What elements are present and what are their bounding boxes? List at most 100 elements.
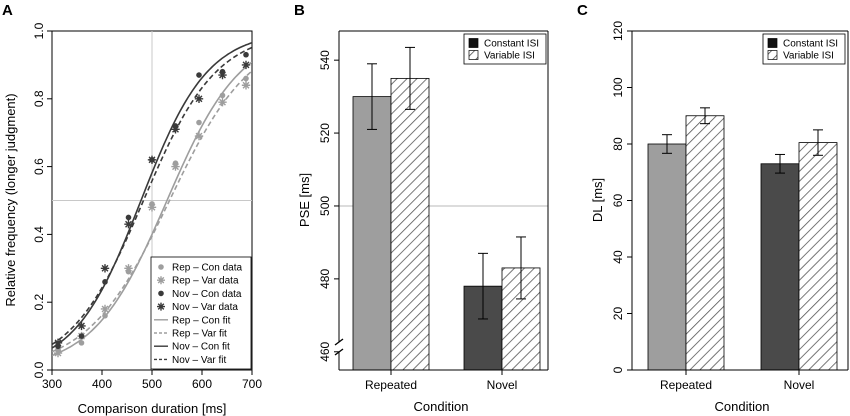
panel-a-legend-label-rep-var-data: Rep – Var data (172, 276, 239, 287)
panel-a-point-rep-var-data (124, 264, 133, 273)
panel-a-fit-rep-var-fit (52, 70, 252, 353)
panel-b-legend-swatch-variable-isi (468, 50, 479, 60)
panel-a-point-rep-con-data (196, 119, 202, 126)
panel-a-legend-label-rep-con-data: Rep – Con data (172, 263, 242, 274)
panel-a-x-axis-title: Comparison duration [ms] (78, 401, 227, 416)
panel-c-legend-swatch-constant-isi (767, 38, 778, 48)
panel-a-y-tick-label: 0.6 (32, 158, 46, 175)
panel-a-point-nov-var-data (194, 94, 204, 103)
panel-a-y-tick-label: 1.0 (32, 22, 46, 39)
panel-b-y-tick-label: 520 (318, 123, 332, 143)
panel-c-bar-repeated-constant-isi (647, 143, 687, 371)
panel-c-bar-novel-variable-isi (798, 142, 838, 371)
panel-c-bar-novel-constant-isi (760, 163, 800, 371)
panel-b-bar-repeated-constant-isi (352, 96, 392, 371)
panel-a-fit-nov-con-fit (52, 41, 252, 349)
panel-b-bars (352, 46, 541, 371)
panel-a-point-rep-con-data (78, 340, 85, 346)
panel-a-point-nov-var-data (147, 155, 157, 165)
panel-a-psychometric-plot: 300 400 500 600 700 0.0 0.2 0.4 0.6 0.8 1.0 Compar… (3, 22, 262, 416)
panel-b-y-axis-title: PSE [ms] (297, 173, 312, 227)
panel-c-y-axis-title: DL [ms] (590, 178, 605, 222)
panel-a-legend-marker-nov-var-data (157, 302, 165, 311)
panel-c-x-tick-label-novel: Novel (784, 378, 815, 392)
panel-a-legend-marker-rep-con-data (158, 264, 164, 270)
panel-letter-c: C (577, 2, 588, 19)
panel-c-error-bar-novel-variable-isi (813, 129, 823, 156)
panel-a-point-nov-var-data (77, 321, 86, 331)
panel-a-point-rep-var-data (171, 162, 180, 171)
panel-a-legend: Rep – Con data Rep – Var data Nov – Con da… (150, 256, 252, 370)
panel-a-point-rep-con-data (243, 75, 249, 82)
panel-c-bar-repeated-variable-isi (685, 115, 725, 371)
panel-a-point-nov-var-data (100, 264, 110, 273)
panel-b-y-tick-label: 540 (318, 50, 332, 70)
panel-a-point-nov-var-data (241, 60, 251, 70)
panel-a-fit-nov-var-fit (52, 46, 252, 346)
panel-a-point-rep-con-data (219, 92, 226, 99)
panel-c-bars (647, 107, 838, 371)
panel-a-point-nov-var-data (124, 220, 133, 229)
panel-a-point-nov-var-data (218, 70, 227, 80)
panel-a-y-tick-label: 0.0 (32, 361, 46, 378)
panel-a-axes: 300 400 500 600 700 0.0 0.2 0.4 0.6 0.8 1.0 (32, 22, 262, 391)
panel-c-legend-label-variable-isi: Variable ISI (783, 51, 834, 62)
panel-a-x-tick-label: 300 (42, 377, 62, 391)
panel-a-point-rep-var-data (218, 97, 227, 107)
panel-b-bar-repeated-variable-isi (390, 77, 430, 371)
panel-a-y-tick-label: 0.8 (32, 90, 46, 107)
panel-a-point-rep-con-data (102, 312, 108, 319)
panel-a-point-nov-var-data (53, 338, 63, 348)
panel-b-x-axis-title: Condition (414, 399, 469, 414)
panel-b-x-tick-label-novel: Novel (487, 378, 518, 392)
panel-b-legend-swatch-constant-isi (468, 38, 479, 48)
panel-a-x-tick-label: 600 (192, 377, 212, 391)
panel-a-x-tick-label: 500 (142, 377, 162, 391)
panel-c-y-tick-label: 0 (611, 366, 625, 373)
panel-a-point-rep-var-data (53, 348, 63, 358)
panel-b-legend-label-variable-isi: Variable ISI (484, 51, 535, 62)
panel-a-legend-marker-nov-con-data (158, 290, 164, 297)
panel-letter-a: A (2, 2, 13, 19)
panel-a-x-tick-label: 700 (242, 377, 262, 391)
panel-a-y-tick-label: 0.2 (32, 294, 46, 311)
panel-b-error-bar-repeated-constant-isi (367, 63, 377, 130)
panel-a-legend-label-nov-con-fit: Nov – Con fit (172, 342, 230, 353)
panel-a-point-rep-var-data (147, 203, 157, 212)
panel-b-error-bar-novel-constant-isi (478, 252, 488, 320)
panel-c-dl-bar-chart: Repeated Novel 0 20 40 60 80 100 120 Condition D… (590, 21, 849, 414)
panel-c-y-tick-label: 40 (611, 250, 625, 264)
panel-a-y-axis-title: Relative frequency (longer judgment) (3, 93, 18, 306)
panel-a-data-points (53, 51, 251, 358)
panel-c-error-bar-repeated-constant-isi (662, 134, 672, 154)
panel-a-legend-label-nov-con-data: Nov – Con data (172, 289, 242, 300)
panel-a-point-nov-con-data (243, 51, 249, 58)
panel-a-legend-box (150, 256, 252, 370)
panel-b-legend-label-constant-isi: Constant ISI (484, 39, 539, 50)
panel-a-point-rep-var-data (100, 304, 110, 314)
panel-c-y-tick-label: 80 (611, 137, 625, 151)
panel-a-point-nov-con-data (196, 72, 202, 78)
panel-c-y-tick-label: 20 (611, 307, 625, 321)
panel-a-point-nov-con-data (102, 279, 108, 285)
panel-a-point-nov-con-data (78, 333, 85, 339)
panel-a-legend-marker-rep-var-data (157, 276, 165, 285)
panel-a-legend-label-nov-var-fit: Nov – Var fit (172, 355, 226, 366)
panel-a-y-tick-label: 0.4 (32, 226, 46, 243)
panel-c-legend-label-constant-isi: Constant ISI (783, 39, 838, 50)
panel-b-y-tick-label: 480 (318, 269, 332, 289)
panel-c-y-tick-label: 60 (611, 194, 625, 208)
panel-c-y-tick-label: 120 (611, 21, 625, 41)
panel-b-error-bar-repeated-variable-isi (405, 46, 415, 110)
panel-a-legend-label-nov-var-data: Nov – Var data (172, 302, 238, 313)
panel-letter-b: B (294, 2, 305, 19)
panel-b-y-tick-label: 460 (318, 341, 332, 361)
panel-c-error-bar-novel-constant-isi (775, 153, 785, 174)
panel-a-point-rep-var-data (241, 81, 251, 90)
panel-c-x-axis-title: Condition (715, 399, 770, 414)
panel-a-x-tick-label: 400 (92, 377, 112, 391)
panel-a-legend-label-rep-con-fit: Rep – Con fit (172, 315, 231, 326)
